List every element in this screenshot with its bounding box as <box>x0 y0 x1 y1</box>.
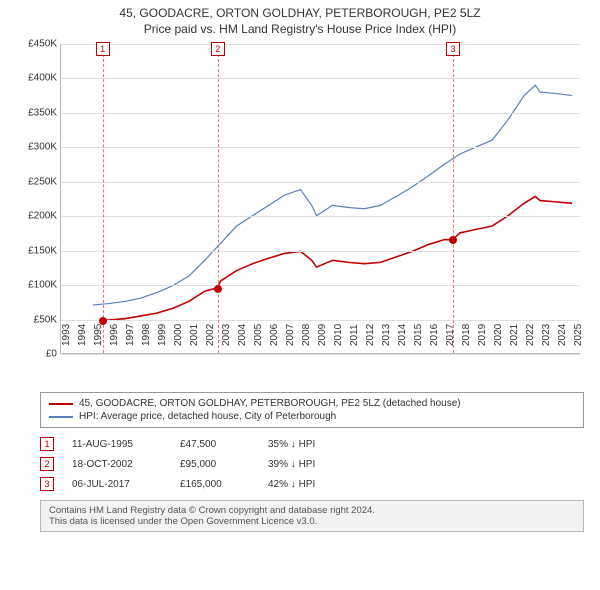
x-axis-label: 2012 <box>365 324 376 346</box>
x-axis-label: 2020 <box>493 324 504 346</box>
x-axis-label: 2003 <box>221 324 232 346</box>
marker-box: 3 <box>446 42 460 56</box>
x-axis-label: 2018 <box>461 324 472 346</box>
gridline-h <box>61 113 580 114</box>
transaction-date: 18-OCT-2002 <box>72 459 162 470</box>
attribution-footer: Contains HM Land Registry data © Crown c… <box>40 500 584 532</box>
transaction-price: £95,000 <box>180 459 250 470</box>
transactions-table: 1 11-AUG-1995 £47,500 35% ↓ HPI 2 18-OCT-2002… <box>40 434 584 494</box>
gridline-h <box>61 182 580 183</box>
x-axis-label: 2021 <box>509 324 520 346</box>
x-axis-label: 2001 <box>189 324 200 346</box>
x-axis-label: 2023 <box>541 324 552 346</box>
y-axis-label: £450K <box>21 39 57 50</box>
marker-line <box>218 44 219 353</box>
gridline-h <box>61 147 580 148</box>
transaction-price: £165,000 <box>180 479 250 490</box>
y-axis-label: £300K <box>21 142 57 153</box>
x-axis-label: 2010 <box>333 324 344 346</box>
legend-swatch <box>49 416 73 418</box>
x-axis-label: 2011 <box>349 324 360 346</box>
transaction-price: £47,500 <box>180 439 250 450</box>
transaction-marker-num: 2 <box>40 457 54 471</box>
y-axis-label: £100K <box>21 280 57 291</box>
plot-region: £0£50K£100K£150K£200K£250K£300K£350K£400… <box>60 44 580 354</box>
chart-title: 45, GOODACRE, ORTON GOLDHAY, PETERBOROUG… <box>0 6 600 20</box>
marker-box: 2 <box>211 42 225 56</box>
x-axis-label: 2024 <box>557 324 568 346</box>
series-price_paid <box>103 196 572 320</box>
x-axis-label: 2006 <box>269 324 280 346</box>
marker-line <box>453 44 454 353</box>
x-axis-label: 2009 <box>317 324 328 346</box>
x-axis-label: 2019 <box>477 324 488 346</box>
legend-label: 45, GOODACRE, ORTON GOLDHAY, PETERBOROUG… <box>79 398 461 409</box>
y-axis-label: £50K <box>21 314 57 325</box>
transaction-row: 3 06-JUL-2017 £165,000 42% ↓ HPI <box>40 474 584 494</box>
legend-row: 45, GOODACRE, ORTON GOLDHAY, PETERBOROUG… <box>49 397 575 410</box>
transaction-marker-num: 3 <box>40 477 54 491</box>
chart-title-block: 45, GOODACRE, ORTON GOLDHAY, PETERBOROUG… <box>0 0 600 38</box>
footer-line-2: This data is licensed under the Open Gov… <box>49 516 575 527</box>
legend: 45, GOODACRE, ORTON GOLDHAY, PETERBOROUG… <box>40 392 584 428</box>
x-axis-label: 2013 <box>381 324 392 346</box>
gridline-h <box>61 354 580 355</box>
transaction-delta: 39% ↓ HPI <box>268 459 358 470</box>
gridline-h <box>61 251 580 252</box>
gridline-h <box>61 285 580 286</box>
x-axis-label: 2016 <box>429 324 440 346</box>
marker-box: 1 <box>96 42 110 56</box>
y-axis-label: £400K <box>21 73 57 84</box>
x-axis-label: 1999 <box>157 324 168 346</box>
y-axis-label: £250K <box>21 176 57 187</box>
y-axis-label: £200K <box>21 211 57 222</box>
gridline-h <box>61 78 580 79</box>
transaction-marker-num: 1 <box>40 437 54 451</box>
marker-dot <box>449 236 457 244</box>
transaction-delta: 42% ↓ HPI <box>268 479 358 490</box>
chart-svg <box>61 44 580 353</box>
marker-dot <box>99 317 107 325</box>
transaction-delta: 35% ↓ HPI <box>268 439 358 450</box>
x-axis-label: 2022 <box>525 324 536 346</box>
x-axis-label: 2014 <box>397 324 408 346</box>
x-axis-label: 1996 <box>109 324 120 346</box>
x-axis-label: 2004 <box>237 324 248 346</box>
transaction-row: 2 18-OCT-2002 £95,000 39% ↓ HPI <box>40 454 584 474</box>
x-axis-label: 2025 <box>573 324 584 346</box>
x-axis-label: 1998 <box>141 324 152 346</box>
transaction-date: 11-AUG-1995 <box>72 439 162 450</box>
transaction-date: 06-JUL-2017 <box>72 479 162 490</box>
gridline-h <box>61 216 580 217</box>
legend-swatch <box>49 403 73 405</box>
gridline-h <box>61 44 580 45</box>
series-hpi <box>93 85 572 305</box>
marker-dot <box>214 285 222 293</box>
footer-line-1: Contains HM Land Registry data © Crown c… <box>49 505 575 516</box>
x-axis-label: 2007 <box>285 324 296 346</box>
x-axis-label: 2015 <box>413 324 424 346</box>
x-axis-label: 1997 <box>125 324 136 346</box>
gridline-h <box>61 320 580 321</box>
x-axis-label: 2000 <box>173 324 184 346</box>
chart-area: £0 £50K £100K £150K £200K £250K £300K £350K £400… <box>20 44 590 384</box>
legend-label: HPI: Average price, detached house, City… <box>79 411 336 422</box>
marker-line <box>103 44 104 353</box>
legend-row: HPI: Average price, detached house, City… <box>49 410 575 423</box>
y-axis-label: £150K <box>21 245 57 256</box>
x-axis-label: 1994 <box>77 324 88 346</box>
x-axis-label: 2002 <box>205 324 216 346</box>
x-axis-label: 1993 <box>61 324 72 346</box>
transaction-row: 1 11-AUG-1995 £47,500 35% ↓ HPI <box>40 434 584 454</box>
x-axis-label: 2017 <box>445 324 456 346</box>
x-axis-label: 2008 <box>301 324 312 346</box>
y-axis-label: £350K <box>21 107 57 118</box>
x-axis-label: 2005 <box>253 324 264 346</box>
y-axis-label: £0 <box>21 349 57 360</box>
chart-subtitle: Price paid vs. HM Land Registry's House … <box>0 22 600 36</box>
